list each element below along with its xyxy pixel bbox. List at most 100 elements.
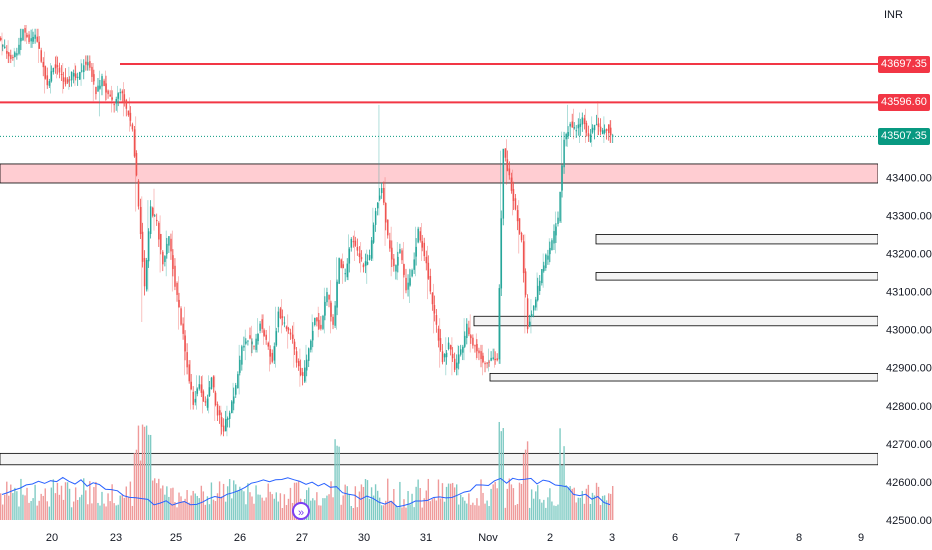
volume-bar	[295, 482, 298, 520]
volume-bar	[289, 487, 292, 520]
volume-bar	[54, 493, 57, 520]
volume-bar	[192, 490, 194, 520]
candle-body	[237, 374, 239, 389]
candle-body	[281, 316, 284, 318]
y-tick-label: 43400.00	[886, 172, 932, 184]
candle-body	[174, 265, 176, 287]
candle-body	[480, 351, 482, 360]
candle-body	[196, 388, 199, 394]
candle-body	[589, 134, 592, 142]
candle-body	[46, 75, 49, 86]
volume-bar	[210, 482, 213, 520]
volume-bar	[143, 426, 146, 520]
volume-bar	[405, 507, 407, 520]
volume-bar	[93, 487, 95, 520]
candle-body	[308, 348, 310, 361]
volume-bar	[585, 488, 588, 520]
volume-bar	[419, 488, 421, 520]
volume-bar	[156, 483, 158, 520]
candle-body	[58, 67, 61, 73]
candle-body	[79, 72, 81, 80]
volume-bar	[368, 498, 371, 520]
volume-bar	[340, 504, 342, 520]
volume-bar	[184, 498, 186, 520]
candle-body	[466, 323, 468, 339]
volume-bar	[326, 495, 328, 520]
volume-bar	[224, 501, 227, 520]
volume-bar	[555, 505, 557, 520]
volume-bar	[60, 485, 63, 520]
volume-bar	[587, 484, 590, 520]
replay-icon[interactable]: »	[292, 502, 310, 520]
candle-body	[506, 159, 509, 171]
candle-body	[218, 410, 221, 416]
volume-bar	[429, 501, 431, 520]
volume-bar	[376, 490, 379, 520]
candle-body	[573, 127, 576, 129]
candle-body	[178, 299, 180, 308]
volume-bar	[346, 486, 348, 520]
volume-bar	[152, 480, 154, 520]
volume-bar	[581, 490, 583, 520]
volume-bar	[506, 488, 509, 520]
y-tick-label: 42700.00	[886, 439, 932, 451]
volume-bar	[458, 504, 460, 520]
candle-body	[32, 36, 34, 42]
candle-body	[399, 249, 401, 254]
volume-bar	[275, 492, 277, 520]
volume-bar	[486, 500, 488, 520]
candle-body	[314, 317, 316, 325]
volume-bar	[16, 491, 18, 520]
candle-body	[486, 362, 488, 364]
volume-bar	[504, 507, 507, 520]
candle-body	[326, 292, 328, 303]
candle-body	[395, 265, 397, 272]
volume-bar	[180, 496, 182, 520]
x-tick-label: 9	[858, 532, 864, 544]
candle-body	[423, 242, 426, 257]
x-tick-label: 8	[796, 532, 802, 544]
volume-bar	[310, 500, 312, 520]
volume-bar	[10, 484, 12, 520]
candle-body	[241, 346, 243, 365]
volume-bar	[198, 498, 200, 520]
candle-body	[539, 280, 541, 292]
demand-box-3	[473, 315, 879, 327]
candle-body	[184, 335, 186, 352]
candle-body	[403, 264, 405, 275]
candle-body	[563, 139, 565, 168]
candle-body	[425, 256, 428, 264]
volume-bar	[314, 500, 316, 520]
volume-bar	[218, 481, 221, 520]
candle-body	[492, 357, 494, 359]
candle-body	[528, 321, 531, 327]
x-tick-label: 3	[609, 532, 615, 544]
candle-body	[320, 324, 322, 329]
volume-bar	[220, 496, 223, 520]
volume-bar	[271, 494, 273, 520]
volume-bar	[494, 481, 496, 520]
candle-body	[235, 385, 237, 395]
volume-bar	[449, 483, 452, 520]
x-tick-label: 6	[672, 532, 678, 544]
volume-bar	[158, 478, 160, 520]
volume-bar	[91, 503, 93, 520]
candle-body	[60, 73, 63, 75]
candle-body	[168, 236, 170, 246]
candle-body	[553, 231, 555, 244]
volume-bar	[4, 494, 6, 520]
volume-bar	[85, 490, 87, 520]
volume-bar	[281, 507, 284, 520]
candle-body	[439, 338, 442, 351]
candle-body	[374, 211, 377, 225]
volume-bar	[470, 504, 472, 520]
candle-body	[522, 241, 525, 274]
candle-body	[338, 258, 340, 284]
volume-bar	[547, 497, 549, 520]
volume-bar	[269, 491, 271, 520]
candle-body	[587, 133, 590, 137]
candle-body	[328, 294, 330, 300]
volume-bar	[243, 491, 245, 520]
candle-body	[537, 285, 539, 301]
